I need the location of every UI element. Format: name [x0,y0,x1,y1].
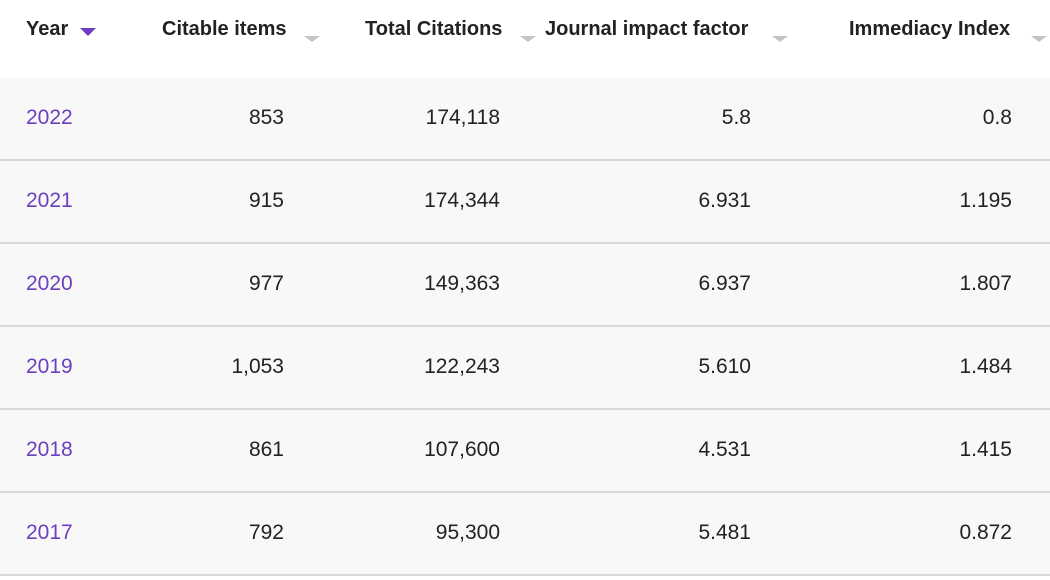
year-link[interactable]: 2018 [26,438,73,461]
immediacy-index-cell: 1.195 [959,189,1012,212]
column-header-label: Journal impact factor [545,18,749,40]
sort-icon[interactable] [304,36,320,42]
sort-icon[interactable] [1031,36,1047,42]
year-link[interactable]: 2021 [26,189,73,212]
journal-impact-factor-cell: 6.931 [698,189,751,212]
journal-impact-factor-cell: 5.481 [698,521,751,544]
column-header-total-citations[interactable]: Total Citations [365,18,536,48]
sort-icon[interactable] [772,36,788,42]
total-citations-cell: 149,363 [424,272,500,295]
table-row: 2017 792 95,300 5.481 0.872 [0,493,1050,576]
immediacy-index-cell: 0.8 [982,106,1012,129]
year-link[interactable]: 2020 [26,272,73,295]
journal-impact-factor-cell: 5.8 [721,106,751,129]
total-citations-cell: 174,344 [424,189,500,212]
year-link[interactable]: 2022 [26,106,73,129]
sort-icon[interactable] [520,36,536,42]
table-row: 2018 861 107,600 4.531 1.415 [0,410,1050,493]
citable-items-cell: 853 [248,106,284,129]
total-citations-cell: 107,600 [424,438,500,461]
column-header-label: Immediacy Index [849,18,1011,40]
immediacy-index-cell: 1.807 [959,272,1012,295]
citable-items-cell: 1,053 [231,355,284,378]
journal-impact-factor-cell: 5.610 [698,355,751,378]
column-header-label: Citable items [162,18,287,40]
table-row: 2020 977 149,363 6.937 1.807 [0,244,1050,327]
column-header-label: Total Citations [365,18,503,40]
column-header-citable-items[interactable]: Citable items [162,18,320,48]
immediacy-index-cell: 0.872 [959,521,1012,544]
total-citations-cell: 174,118 [425,106,500,129]
citable-items-cell: 915 [248,189,284,212]
table-header: Year Citable items Total Citations Journ… [0,0,1050,78]
column-header-label: Year [26,18,69,40]
immediacy-index-cell: 1.415 [959,438,1012,461]
immediacy-index-cell: 1.484 [959,355,1012,378]
table-row: 2021 915 174,344 6.931 1.195 [0,161,1050,244]
table-body: 2022 853 174,118 5.8 0.8 2021 915 174,34… [0,78,1050,576]
total-citations-cell: 122,243 [424,355,500,378]
citable-items-cell: 861 [248,438,284,461]
citable-items-cell: 792 [248,521,284,544]
total-citations-cell: 95,300 [435,521,500,544]
column-header-journal-impact-factor[interactable]: Journal impact factor [545,18,788,48]
journal-impact-factor-cell: 6.937 [698,272,751,295]
column-header-year[interactable]: Year [26,18,96,48]
table-row: 2019 1,053 122,243 5.610 1.484 [0,327,1050,410]
year-link[interactable]: 2019 [26,355,73,378]
year-link[interactable]: 2017 [26,521,73,544]
column-header-immediacy-index[interactable]: Immediacy Index [849,18,1047,48]
citable-items-cell: 977 [248,272,284,295]
table-row: 2022 853 174,118 5.8 0.8 [0,78,1050,161]
journal-impact-factor-cell: 4.531 [698,438,751,461]
sort-descending-icon[interactable] [80,28,96,36]
